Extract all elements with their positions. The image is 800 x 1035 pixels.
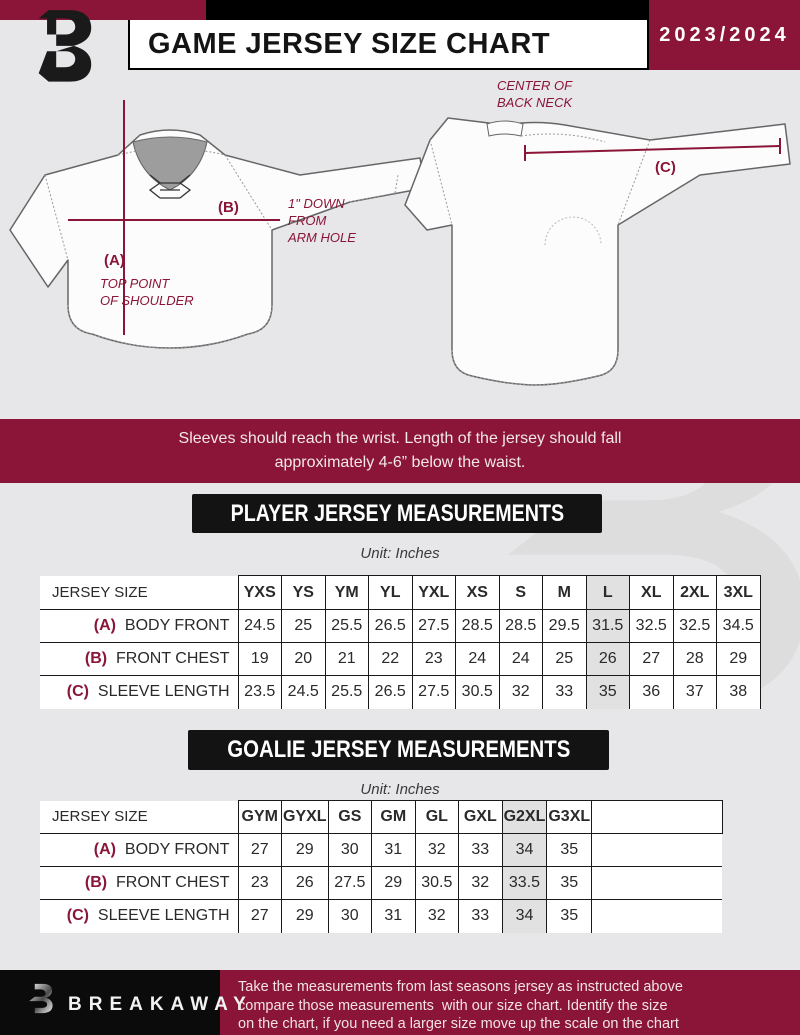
svg-text:ARM HOLE: ARM HOLE [287, 230, 356, 245]
svg-text:FROM: FROM [288, 213, 326, 228]
svg-text:(B): (B) [218, 199, 239, 216]
svg-text:1" DOWN: 1" DOWN [288, 196, 345, 211]
svg-text:CENTER OF: CENTER OF [497, 80, 573, 93]
svg-text:TOP POINT: TOP POINT [100, 276, 170, 291]
svg-text:(C): (C) [655, 159, 676, 176]
svg-text:(A): (A) [104, 252, 125, 269]
svg-text:OF SHOULDER: OF SHOULDER [100, 293, 194, 308]
svg-text:BACK NECK: BACK NECK [497, 95, 573, 110]
